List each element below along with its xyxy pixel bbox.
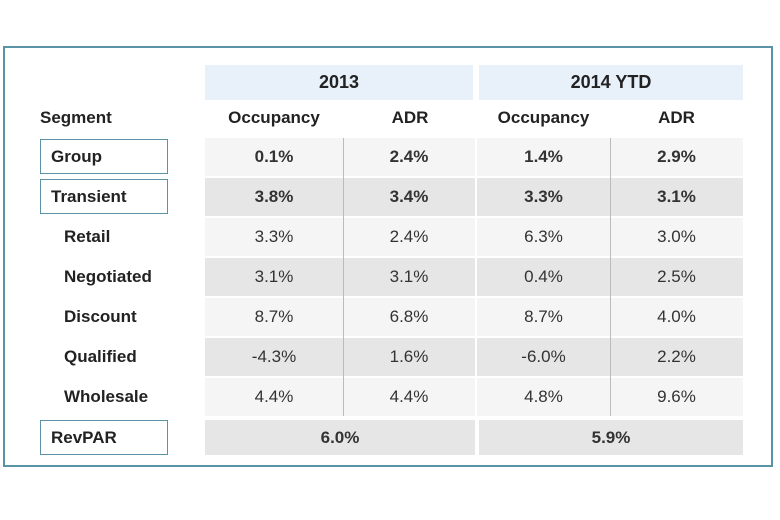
data-cell: 4.4%	[205, 378, 343, 416]
header-cell: Occupancy	[228, 107, 320, 127]
header-cell: ADR	[391, 107, 429, 127]
data-cell: 2.5%	[610, 258, 743, 296]
data-cell: 2.2%	[610, 338, 743, 376]
header-cell: Occupancy	[497, 107, 590, 127]
segment-label: Negotiated	[64, 267, 152, 286]
data-cell: 8.7%	[477, 298, 610, 336]
segment-label: Wholesale	[64, 387, 149, 406]
header-cell: ADR	[658, 107, 695, 127]
table-frame	[3, 46, 773, 467]
data-cell: 1.6%	[343, 338, 477, 376]
data-cell: 0.4%	[477, 258, 610, 296]
data-cell: 2.4%	[343, 218, 477, 256]
column-separator	[610, 138, 611, 416]
data-cell: 0.1%	[205, 138, 343, 176]
column-group: 2013	[205, 65, 473, 100]
segment-label: Qualified	[64, 347, 137, 366]
total-label: RevPAR	[40, 420, 168, 455]
data-cell: 3.1%	[343, 258, 477, 296]
data-cell: 3.3%	[477, 178, 610, 216]
data-cell: 6.3%	[477, 218, 610, 256]
data-cell: 6.8%	[343, 298, 477, 336]
segment-label: Retail	[64, 227, 111, 246]
data-cell: -4.3%	[205, 338, 343, 376]
data-cell: 4.4%	[343, 378, 477, 416]
data-cell: 3.1%	[610, 178, 743, 216]
segment-label: Discount	[64, 307, 137, 326]
data-cell: 9.6%	[610, 378, 743, 416]
data-cell: 3.8%	[205, 178, 343, 216]
data-cell: 4.0%	[610, 298, 743, 336]
data-cell: 4.8%	[477, 378, 610, 416]
data-cell: -6.0%	[477, 338, 610, 376]
header-cell: Segment	[40, 107, 112, 127]
data-cell: 2.4%	[343, 138, 477, 176]
total-cell: 6.0%	[205, 420, 475, 455]
segment-label: Transient	[40, 179, 168, 214]
data-cell: 3.0%	[610, 218, 743, 256]
data-cell: 3.1%	[205, 258, 343, 296]
total-cell: 5.9%	[479, 420, 743, 455]
data-cell: 2.9%	[610, 138, 743, 176]
data-cell: 1.4%	[477, 138, 610, 176]
data-cell: 8.7%	[205, 298, 343, 336]
column-group: 2014 YTD	[479, 65, 743, 100]
data-cell: 3.3%	[205, 218, 343, 256]
data-cell: 3.4%	[343, 178, 477, 216]
column-separator	[343, 138, 344, 416]
segment-label: Group	[40, 139, 168, 174]
